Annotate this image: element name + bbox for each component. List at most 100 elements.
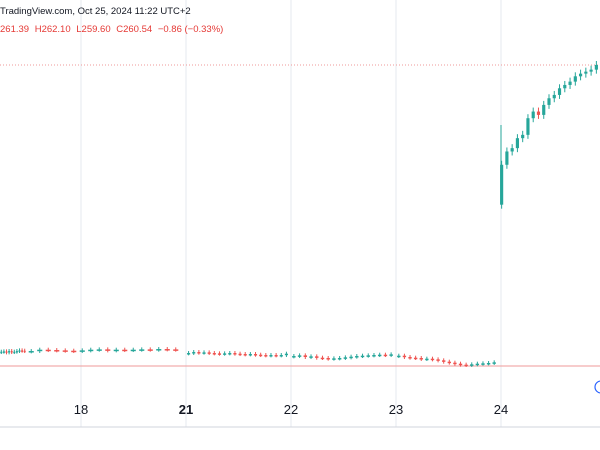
chart-source-label: TradingView.com, Oct 25, 2024 11:22 UTC+… xyxy=(0,6,191,17)
candle-body xyxy=(557,88,562,95)
x-tick-label-18: 18 xyxy=(74,402,88,417)
candle-body xyxy=(458,363,463,366)
candle-body xyxy=(442,360,446,362)
candle-body xyxy=(173,349,179,351)
candle-body xyxy=(253,354,258,356)
candle-body xyxy=(486,363,491,365)
candle-body xyxy=(309,356,313,358)
candle-body xyxy=(584,71,588,74)
candle-body xyxy=(71,350,77,353)
ohlc-change: −0.86 (−0.33%) xyxy=(157,24,224,35)
ohlc-readout: 261.39 H262.10 L259.60 C260.54 −0.86 (−0… xyxy=(0,24,226,35)
candle-body xyxy=(397,355,401,358)
candle-body xyxy=(360,355,365,358)
candle-body xyxy=(389,354,393,356)
candle-body xyxy=(573,76,577,82)
candle-body xyxy=(568,81,572,85)
candle-body xyxy=(248,354,252,356)
candle-body xyxy=(105,349,111,351)
ohlc-high: H262.10 xyxy=(34,24,71,35)
candle-body xyxy=(243,354,247,356)
candle-body xyxy=(37,349,43,352)
candle-body xyxy=(315,356,319,358)
candle-body xyxy=(492,362,496,364)
candle-body xyxy=(419,358,423,360)
candle-body xyxy=(113,349,119,352)
candle-body xyxy=(274,355,278,357)
candle-body xyxy=(453,362,457,365)
candle-body xyxy=(202,352,206,354)
candle-body xyxy=(13,351,16,354)
candle-body xyxy=(366,355,370,357)
candle-body xyxy=(425,358,429,361)
candle-body xyxy=(552,94,556,99)
x-tick-label-24: 24 xyxy=(494,402,508,417)
candle-body xyxy=(284,353,288,356)
candle-body xyxy=(207,352,211,354)
candle-body xyxy=(192,352,196,354)
candle-body xyxy=(547,98,551,105)
candle-body xyxy=(197,352,201,354)
grid xyxy=(80,0,502,427)
candle-body xyxy=(279,355,283,357)
candle-body xyxy=(372,355,376,357)
candle-body xyxy=(470,364,474,366)
candle-body xyxy=(579,73,583,77)
candle-body xyxy=(536,111,541,115)
candle-body xyxy=(156,349,162,351)
candle-body xyxy=(355,356,359,358)
x-axis-ticks: 18 21 22 23 24 xyxy=(74,402,508,417)
candle-body xyxy=(269,355,273,357)
candle-body xyxy=(259,354,263,357)
candle-body xyxy=(332,358,336,360)
candle-body xyxy=(303,355,308,358)
candle-body xyxy=(164,349,170,351)
candle-body xyxy=(8,351,11,353)
candle-body xyxy=(5,351,8,353)
candle-body xyxy=(130,349,136,352)
candle-body xyxy=(542,104,546,115)
candle-body xyxy=(23,350,26,353)
candle-body xyxy=(228,353,232,355)
candle-body xyxy=(238,353,242,356)
candle-body xyxy=(408,357,412,359)
candle-body xyxy=(320,357,325,360)
candle-body xyxy=(297,355,302,357)
candle-body xyxy=(147,349,153,351)
candle-body xyxy=(88,349,94,352)
candle-body xyxy=(337,358,342,360)
candle-body xyxy=(292,356,296,358)
candle-body xyxy=(343,357,348,359)
x-tick-label-21: 21 xyxy=(179,402,193,417)
candle-body xyxy=(377,354,382,357)
candle-body xyxy=(349,356,353,359)
candle-body xyxy=(594,65,598,70)
candle-body xyxy=(233,353,237,355)
scroll-to-realtime-icon[interactable] xyxy=(594,380,600,394)
candle-body xyxy=(54,350,60,352)
candle-body xyxy=(0,351,3,354)
x-tick-label-22: 22 xyxy=(284,402,298,417)
candle-body xyxy=(21,350,24,352)
candle-body xyxy=(15,351,18,353)
candle-body xyxy=(18,350,21,352)
candle-body xyxy=(464,364,468,367)
candle-body xyxy=(563,84,567,89)
candle-body xyxy=(510,148,514,152)
ohlc-close: C260.54 xyxy=(116,24,153,35)
candle-body xyxy=(526,118,530,135)
candle-body xyxy=(2,351,5,353)
candle-body xyxy=(212,353,216,355)
candle-body xyxy=(589,69,593,72)
candle-body xyxy=(326,358,330,360)
candle-body xyxy=(122,349,128,352)
candle-body xyxy=(223,353,227,355)
candle-body xyxy=(430,358,435,361)
ohlc-open: 261.39 xyxy=(0,24,30,35)
candle-body xyxy=(10,351,13,353)
candle-body xyxy=(500,164,504,205)
candles xyxy=(0,61,598,367)
candle-body xyxy=(139,349,145,351)
candle-body xyxy=(187,353,191,355)
